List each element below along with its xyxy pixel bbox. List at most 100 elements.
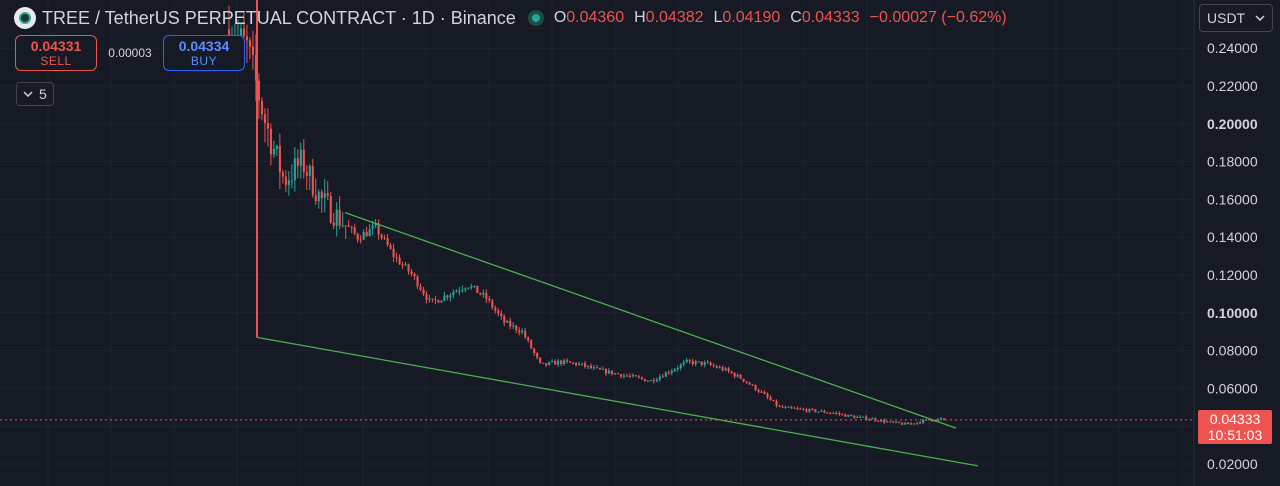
candle-body — [434, 299, 437, 301]
symbol-title[interactable]: TREE / TetherUS PERPETUAL CONTRACT · 1D … — [42, 7, 516, 28]
candle-body — [404, 264, 407, 266]
candle-body — [631, 375, 634, 377]
candle-body — [838, 413, 841, 415]
candle-body — [922, 419, 925, 424]
candle-body — [775, 401, 778, 406]
candle-body — [853, 416, 856, 419]
candle-body — [425, 294, 428, 300]
candle-body — [401, 264, 404, 266]
high-value: 0.04382 — [645, 9, 704, 26]
candle-body — [542, 362, 545, 364]
price-tick-label: 0.06000 — [1207, 380, 1258, 396]
candle-body — [290, 180, 293, 182]
price-axis: 0.020000.040000.060000.080000.100000.120… — [1207, 40, 1258, 472]
candle-countdown: 10:51:03 — [1207, 427, 1263, 443]
candle-body — [584, 363, 587, 367]
candle-body — [350, 226, 353, 228]
candle-body — [805, 409, 808, 412]
candle-body — [275, 145, 278, 149]
candle-body — [251, 46, 255, 55]
candle-body — [374, 223, 377, 226]
candle-body — [545, 363, 548, 366]
candle-body — [940, 418, 943, 420]
candle-body — [509, 320, 512, 327]
candle-body — [733, 373, 736, 377]
candle-body — [263, 114, 266, 124]
buy-button[interactable]: 0.04334 BUY — [163, 35, 245, 71]
candle-body — [751, 384, 754, 386]
candle-body — [817, 411, 820, 413]
candle-body — [892, 421, 895, 423]
open-label: O — [553, 9, 567, 26]
candle-body — [865, 416, 868, 420]
candle-body — [745, 381, 748, 383]
candle-body — [563, 360, 566, 364]
candle-body — [895, 421, 898, 423]
candle-body — [766, 393, 769, 398]
candle-body — [293, 158, 296, 181]
candle-body — [625, 375, 628, 377]
candle-body — [476, 285, 479, 294]
candle-body — [826, 412, 829, 414]
candle-body — [673, 369, 676, 372]
candle-body — [712, 365, 715, 367]
candle-body — [443, 295, 446, 301]
candle-body — [709, 362, 712, 366]
sell-price: 0.04331 — [30, 38, 82, 54]
candle-body — [703, 362, 706, 365]
indicators-count: 5 — [39, 86, 47, 102]
candle-body — [619, 374, 623, 377]
candle-body — [449, 295, 452, 298]
sell-button[interactable]: 0.04331 SELL — [15, 35, 97, 71]
candle-body — [422, 289, 425, 295]
candle-body — [700, 361, 703, 365]
candle-body — [667, 372, 670, 374]
candle-body — [823, 410, 826, 413]
candle-body — [578, 363, 581, 365]
candle-body — [943, 418, 946, 420]
candle-body — [410, 271, 413, 274]
candle-body — [458, 290, 461, 292]
candle-body — [886, 421, 889, 423]
candle-body — [332, 222, 335, 226]
candle-body — [601, 368, 605, 370]
candle-body — [338, 209, 341, 226]
last-price-value: 0.04333 — [1209, 411, 1261, 427]
candle-body — [461, 289, 464, 291]
candle-body — [634, 375, 637, 377]
candle-body — [503, 316, 506, 323]
candle-body — [649, 380, 652, 382]
candle-body — [533, 348, 536, 354]
candle-body — [329, 195, 332, 223]
close-label: C — [790, 9, 802, 26]
candle-body — [595, 367, 599, 369]
buy-label: BUY — [190, 54, 218, 68]
candle-body — [748, 382, 751, 385]
low-value: 0.04190 — [722, 9, 781, 26]
candle-body — [778, 405, 781, 407]
candle-body — [739, 374, 742, 379]
candle-body — [362, 231, 365, 240]
candle-body — [515, 325, 518, 331]
candle-body — [335, 209, 338, 226]
chevron-down-icon — [23, 91, 33, 97]
candle-body — [359, 239, 362, 241]
candle-body — [730, 371, 733, 374]
candle-body — [814, 409, 817, 413]
candle-body — [581, 363, 584, 365]
candle-body — [395, 257, 398, 259]
currency-select[interactable]: USDT — [1199, 4, 1273, 32]
candle-body — [284, 176, 287, 185]
indicators-toggle-button[interactable]: 5 — [16, 82, 54, 106]
candle-body — [416, 276, 419, 287]
candle-body — [694, 361, 697, 365]
candle-body — [305, 172, 308, 176]
candle-body — [676, 368, 679, 370]
candle-body — [527, 337, 530, 341]
trendline-upper — [344, 212, 957, 429]
candle-body — [473, 285, 476, 287]
market-open-status-icon[interactable] — [527, 10, 544, 26]
candle-body — [569, 361, 572, 363]
tree-logo-icon — [14, 7, 36, 29]
